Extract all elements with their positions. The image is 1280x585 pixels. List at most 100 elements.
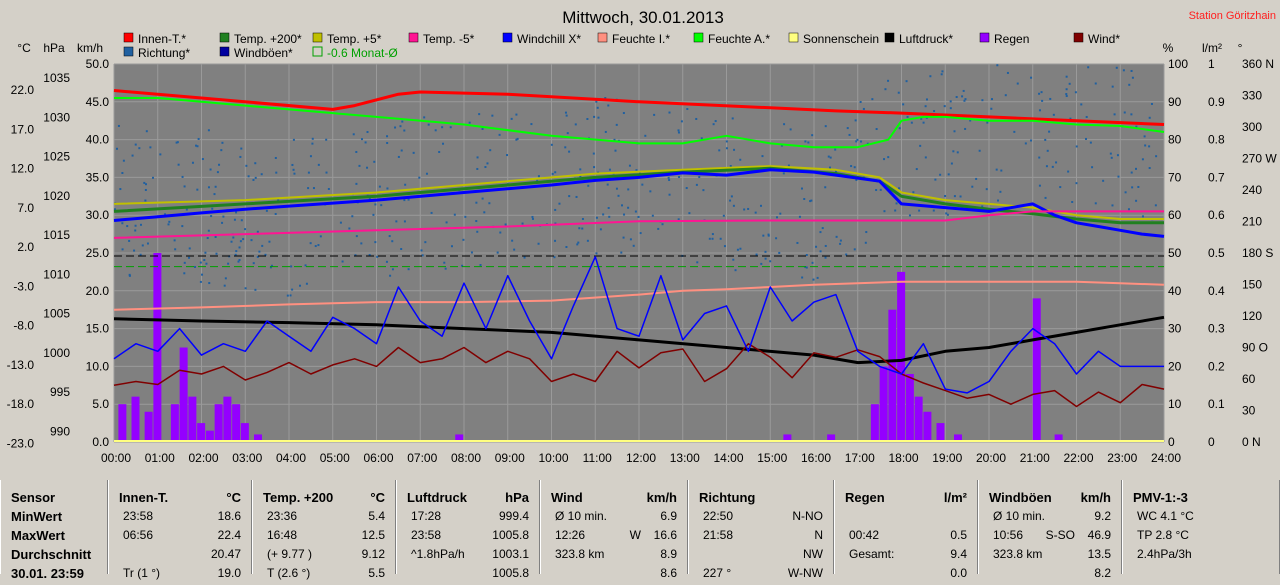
direction-dot <box>449 126 452 129</box>
direction-dot <box>898 187 901 190</box>
stats-cell-value: 9.4 <box>950 547 967 561</box>
direction-dot <box>1102 179 1105 182</box>
deg-tick-label: 60 <box>1242 372 1256 386</box>
direction-dot <box>712 123 715 126</box>
direction-dot <box>220 149 223 152</box>
legend-swatch <box>884 32 895 43</box>
direction-dot <box>1071 200 1074 203</box>
direction-dot <box>800 187 803 190</box>
direction-dot <box>1045 165 1048 168</box>
stats-panel-column: Sensor MinWert MaxWert Durchschnitt 30.01. 2… <box>0 480 108 581</box>
direction-dot <box>884 88 887 91</box>
direction-dot <box>604 130 607 133</box>
temp-tick-label: 17.0 <box>11 122 35 136</box>
stats-cell-value: 19.0 <box>217 566 241 580</box>
direction-dot <box>632 244 635 247</box>
direction-dot <box>1134 167 1137 170</box>
pct-tick-label: 50 <box>1168 246 1182 260</box>
stats-panel-column: Luftdruck hPa 17:28 999.4 23:58 1005.8 ^1.8hPa… <box>396 480 540 580</box>
direction-dot <box>1044 196 1047 199</box>
legend-swatch <box>502 32 513 43</box>
direction-dot <box>871 98 874 101</box>
legend-swatch <box>979 32 990 43</box>
stats-row <box>835 509 977 528</box>
direction-dot <box>696 261 699 264</box>
direction-dot <box>233 218 236 221</box>
stats-panel-column: Temp. +200 °C 23:36 5.4 16:48 12.5 (+ 9.77 ) 9.… <box>252 480 396 580</box>
direction-dot <box>131 154 134 157</box>
x-tick-label: 15:00 <box>757 451 787 465</box>
direction-dot <box>1048 130 1051 133</box>
direction-dot <box>470 251 473 254</box>
direction-dot <box>946 213 949 216</box>
stats-cell-value: 8.9 <box>660 547 677 561</box>
stats-cell-value: 6.9 <box>660 509 677 523</box>
direction-dot <box>1110 156 1113 159</box>
direction-dot <box>476 167 479 170</box>
pct-tick-label: 100 <box>1168 57 1188 71</box>
direction-dot <box>734 269 737 272</box>
direction-dot <box>366 131 369 134</box>
direction-dot <box>277 199 280 202</box>
x-tick-label: 01:00 <box>145 451 175 465</box>
temp-tick-label: 12.0 <box>11 162 35 176</box>
direction-dot <box>252 178 255 181</box>
direction-dot <box>622 112 625 115</box>
direction-dot <box>210 215 213 218</box>
x-tick-label: 19:00 <box>932 451 962 465</box>
direction-dot <box>201 158 204 161</box>
direction-dot <box>821 227 824 230</box>
direction-dot <box>270 264 273 267</box>
stats-cell-value: 16.6 <box>653 528 677 542</box>
stats-row: 20.47 <box>109 547 251 566</box>
stats-cell: Tr (1 °) <box>123 566 161 580</box>
direction-dot <box>291 163 294 166</box>
direction-dot <box>827 155 830 158</box>
direction-dot <box>732 204 735 207</box>
direction-dot <box>177 163 180 166</box>
direction-dot <box>714 120 717 123</box>
stats-row-label: Durchschnitt <box>11 547 92 562</box>
direction-dot <box>875 128 878 131</box>
direction-dot <box>1089 141 1092 144</box>
direction-dot <box>855 140 858 143</box>
rain-bar <box>888 309 897 442</box>
direction-dot <box>875 189 878 192</box>
direction-dot <box>117 124 120 127</box>
direction-dot <box>1055 161 1058 164</box>
direction-dot <box>607 206 610 209</box>
direction-dot <box>126 225 129 228</box>
direction-dot <box>961 95 964 98</box>
x-tick-label: 00:00 <box>101 451 131 465</box>
direction-dot <box>653 113 656 116</box>
x-tick-label: 13:00 <box>670 451 700 465</box>
direction-dot <box>1091 166 1094 169</box>
series-lines <box>113 89 1165 408</box>
direction-dot <box>702 189 705 192</box>
direction-dot <box>496 251 499 254</box>
stats-cell: 12:26 <box>555 528 586 542</box>
stats-column-unit: l/m² <box>943 490 967 505</box>
kmh-tick-label: 30.0 <box>86 208 110 222</box>
direction-dot <box>1144 144 1147 147</box>
direction-dot <box>932 209 935 212</box>
direction-dot <box>134 224 137 227</box>
direction-dot <box>667 176 670 179</box>
direction-dot <box>554 171 557 174</box>
legend-label: Innen-T.* <box>138 32 186 46</box>
direction-dot <box>256 255 259 258</box>
direction-dot <box>628 164 631 167</box>
direction-dot <box>191 161 194 164</box>
direction-dot <box>700 137 703 140</box>
direction-dot <box>205 262 208 265</box>
direction-dot <box>134 229 137 232</box>
direction-dot <box>1087 66 1090 69</box>
direction-dot <box>339 221 342 224</box>
direction-dot <box>949 100 952 103</box>
direction-dot <box>536 179 539 182</box>
direction-dot <box>139 223 142 226</box>
direction-dot <box>739 247 742 250</box>
direction-dot <box>743 208 746 211</box>
direction-dot <box>213 193 216 196</box>
direction-dot <box>565 245 568 248</box>
